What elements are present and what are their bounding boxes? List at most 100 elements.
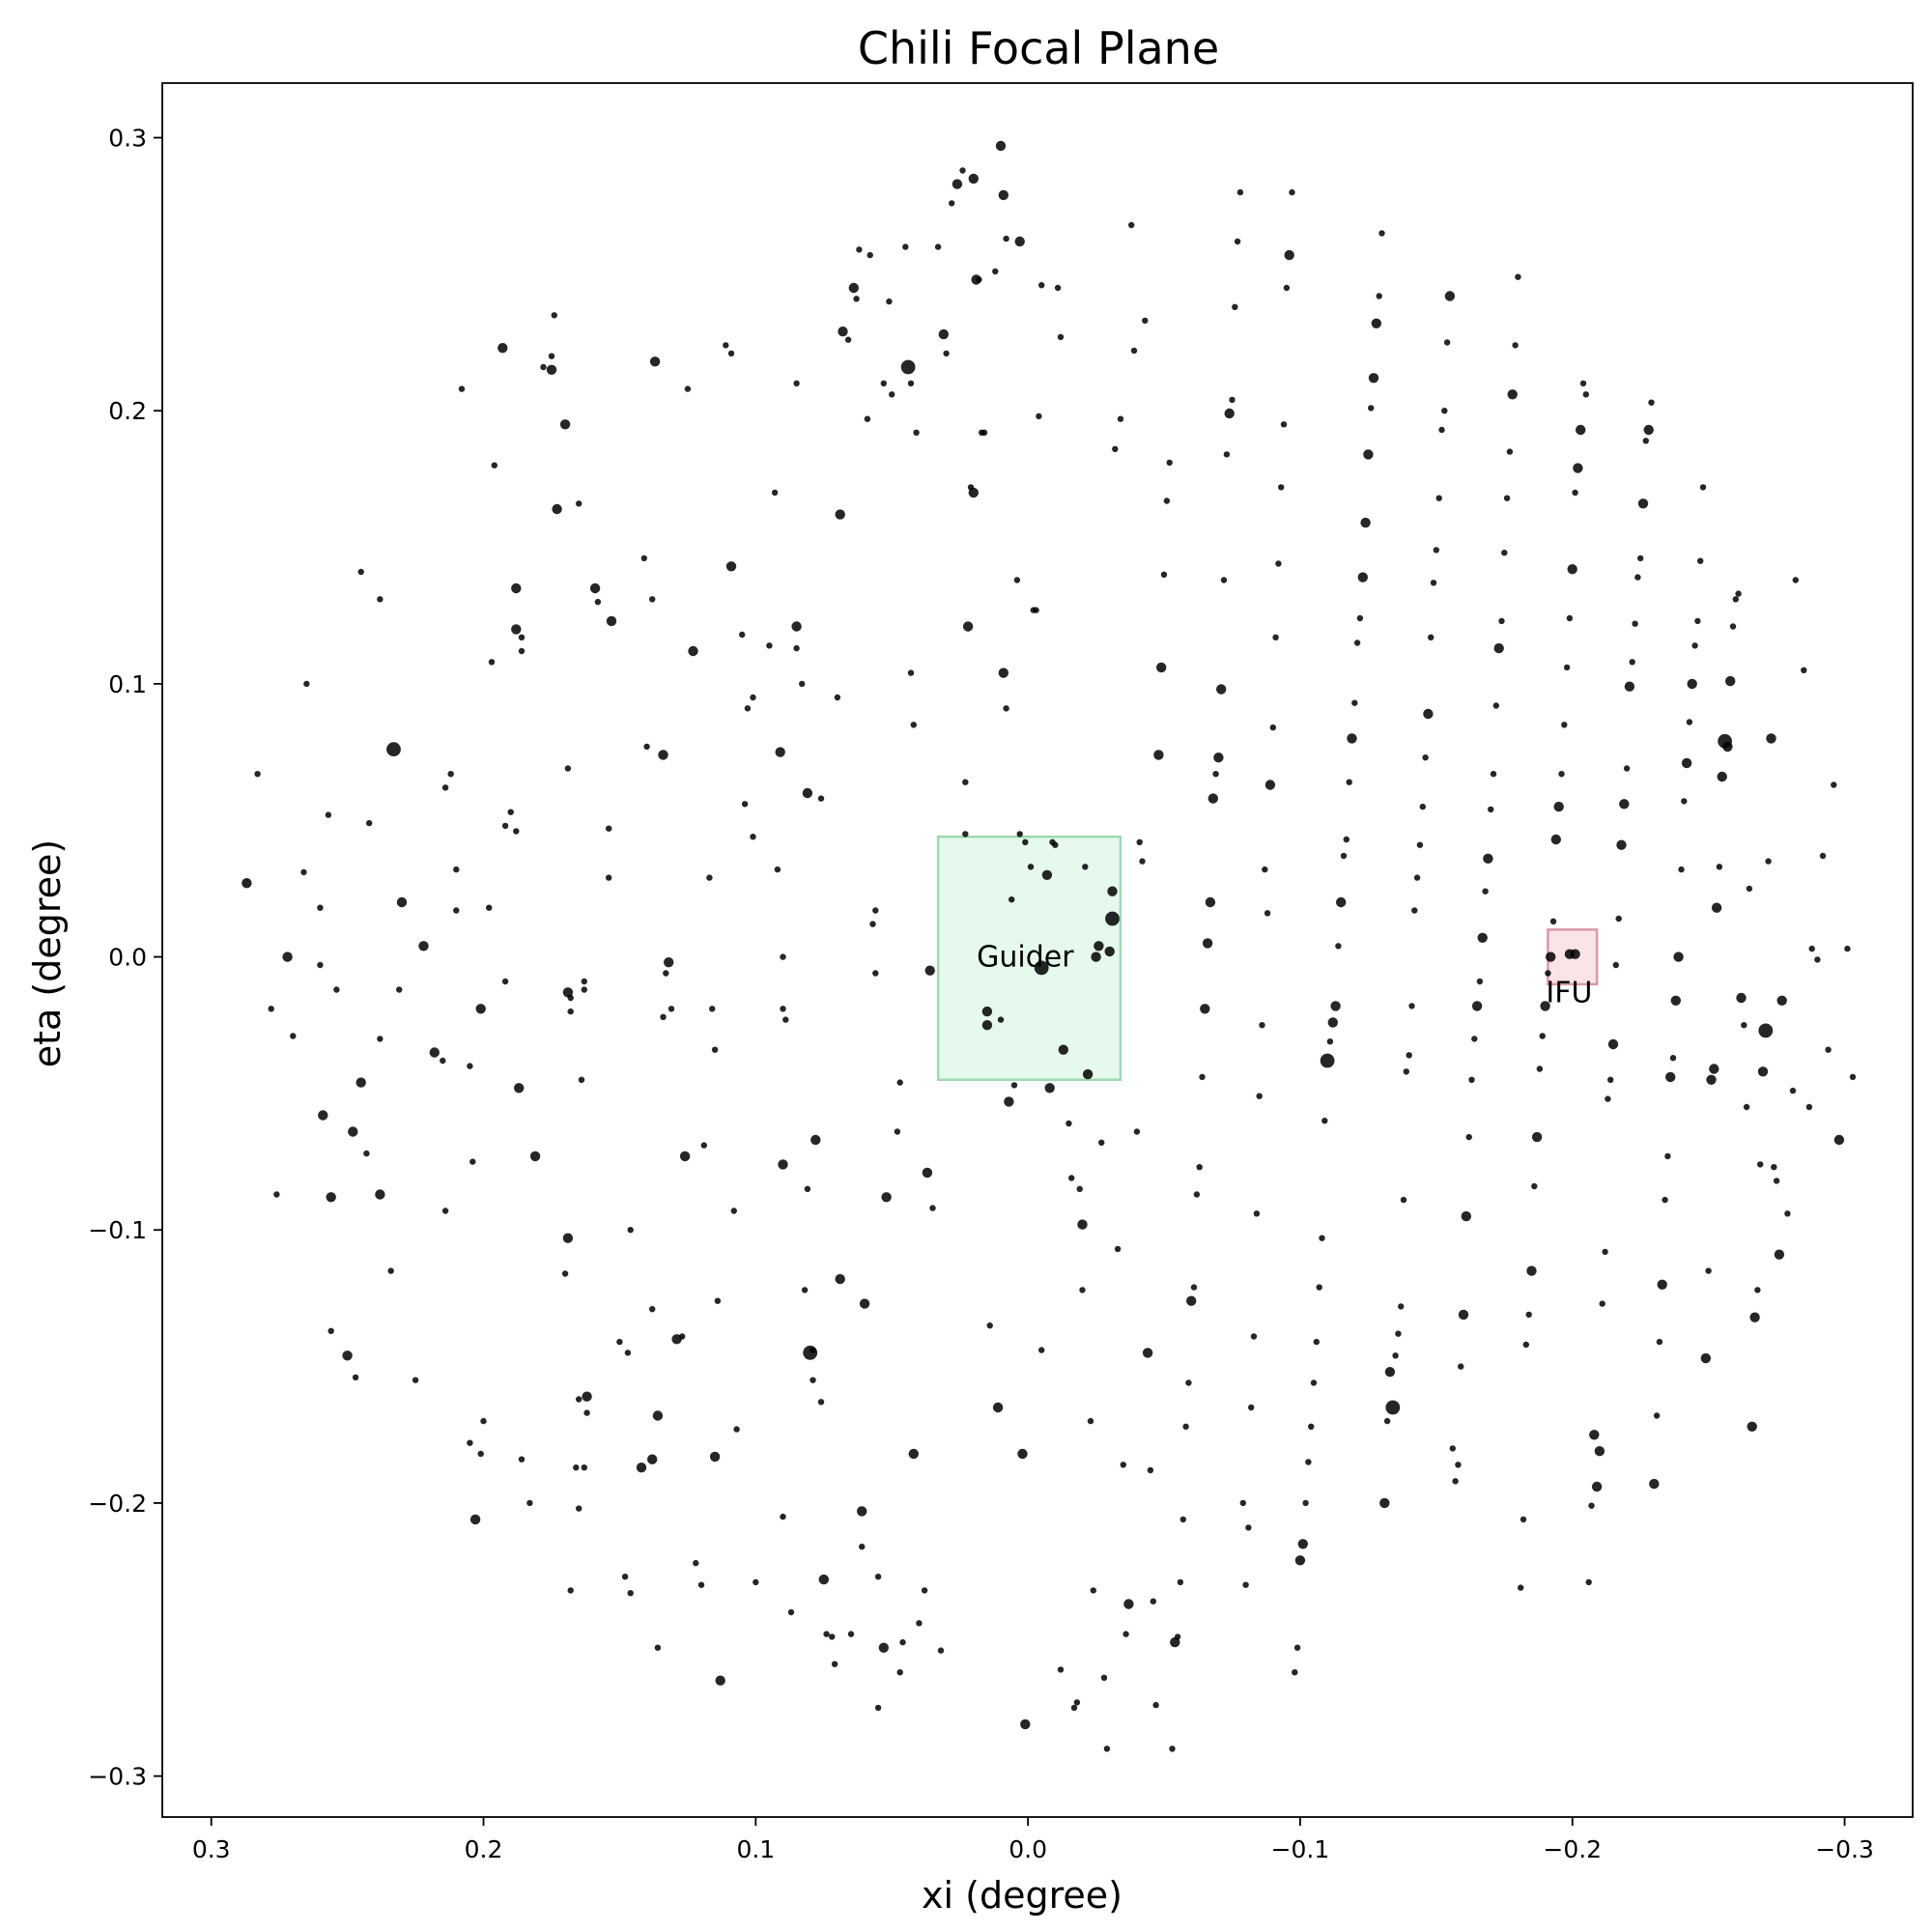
scatter-point — [1594, 1446, 1605, 1457]
scatter-point — [418, 941, 429, 952]
scatter-point — [514, 1083, 525, 1094]
scatter-point — [1368, 373, 1379, 384]
scatter-point — [546, 364, 557, 375]
scatter-point — [1264, 780, 1276, 790]
scatter-point — [317, 961, 324, 969]
scatter-point — [981, 1006, 993, 1017]
scatter-point — [1038, 1347, 1045, 1353]
scatter-point — [1498, 617, 1505, 625]
scatter-point — [647, 1454, 658, 1464]
scatter-point — [1294, 1555, 1306, 1566]
scatter-point — [1302, 1499, 1309, 1507]
scatter-point — [1013, 577, 1021, 583]
scatter-point — [1082, 1068, 1094, 1080]
scatter-point — [1483, 853, 1493, 864]
scatter-point — [1736, 992, 1747, 1004]
scatter-point — [1275, 560, 1282, 567]
scatter-point — [1347, 733, 1357, 744]
scatter-point — [440, 1057, 446, 1065]
scatter-point — [1196, 1164, 1203, 1171]
scatter-point — [242, 878, 252, 889]
scatter-point — [992, 268, 999, 275]
scatter-point — [1607, 1076, 1614, 1084]
scatter-point — [1501, 550, 1508, 556]
scatter-point — [513, 828, 520, 835]
scatter-point — [1142, 1348, 1153, 1358]
scatter-point — [1849, 1073, 1857, 1081]
scatter-point — [1572, 489, 1578, 497]
scatter-point — [624, 1350, 632, 1356]
scatter-point — [467, 1063, 473, 1069]
scatter-point — [810, 1377, 816, 1383]
scatter-point — [1213, 753, 1224, 763]
scatter-point — [1531, 1131, 1543, 1143]
scatter-point — [778, 1159, 788, 1170]
scatter-point — [1360, 517, 1371, 528]
scatter-point — [1182, 1423, 1189, 1431]
scatter-point — [715, 1675, 725, 1686]
scatter-point — [981, 1020, 993, 1031]
scatter-point — [1452, 1478, 1459, 1485]
scatter-point — [1200, 1004, 1210, 1014]
scatter-point — [1371, 318, 1382, 328]
scatter-point — [1278, 484, 1285, 491]
scatter-point — [1754, 1287, 1761, 1293]
scatter-point — [856, 246, 863, 253]
scatter-point — [900, 359, 916, 375]
scatter-point — [1236, 188, 1244, 196]
scatter-point — [874, 1574, 882, 1580]
scatter-point — [386, 742, 401, 757]
scatter-point — [1003, 235, 1009, 242]
scatter-point — [300, 868, 307, 876]
scatter-point — [1553, 801, 1564, 812]
scatter-point — [1128, 221, 1135, 229]
scatter-point — [902, 243, 909, 250]
scatter-point — [396, 896, 408, 908]
scatter-point — [1458, 1363, 1464, 1370]
scatter-point — [1027, 864, 1035, 870]
scatter-point — [1435, 495, 1442, 501]
y-tick-label: −0.2 — [88, 1490, 147, 1518]
scatter-point — [997, 1016, 1005, 1023]
scatter-point — [511, 624, 522, 635]
scatter-point — [992, 1402, 1004, 1413]
scatter-point — [1443, 339, 1451, 346]
x-tick-label: 0.0 — [1009, 1835, 1047, 1863]
y-tick-label: 0.1 — [108, 670, 147, 698]
scatter-point — [1525, 1311, 1532, 1319]
scatter-point — [872, 907, 879, 914]
scatter-point — [834, 694, 841, 701]
scatter-point — [501, 978, 509, 985]
scatter-point — [1376, 293, 1382, 299]
scatter-point — [679, 1151, 691, 1162]
scatter-point — [1316, 1284, 1322, 1291]
scatter-point — [663, 970, 669, 977]
scatter-point — [1653, 1412, 1661, 1419]
scatter-point — [753, 1578, 759, 1586]
scatter-point — [1629, 659, 1635, 666]
scatter-point — [1351, 699, 1358, 706]
scatter-point — [1212, 771, 1219, 778]
scatter-point — [889, 391, 895, 398]
scatter-point — [878, 1642, 889, 1653]
scatter-point — [864, 415, 871, 422]
scatter-point — [799, 680, 806, 688]
scatter-point — [1193, 1191, 1201, 1198]
scatter-point — [668, 1006, 675, 1012]
scatter-point — [896, 1079, 903, 1086]
scatter-point — [1814, 956, 1821, 963]
scatter-point — [518, 647, 526, 655]
scatter-point — [739, 631, 746, 639]
scatter-point — [1588, 1502, 1595, 1509]
scatter-point — [1340, 852, 1348, 860]
scatter-point — [1058, 1044, 1069, 1055]
scatter-point — [1585, 1578, 1592, 1586]
scatter-point — [1493, 642, 1504, 654]
scatter-point — [1776, 995, 1787, 1007]
scatter-point — [1579, 380, 1587, 387]
scatter-point — [1199, 1073, 1206, 1081]
scatter-point — [1664, 1152, 1671, 1160]
scatter-point — [848, 282, 859, 294]
scatter-point — [1346, 779, 1352, 785]
scatter-point — [1735, 590, 1742, 597]
